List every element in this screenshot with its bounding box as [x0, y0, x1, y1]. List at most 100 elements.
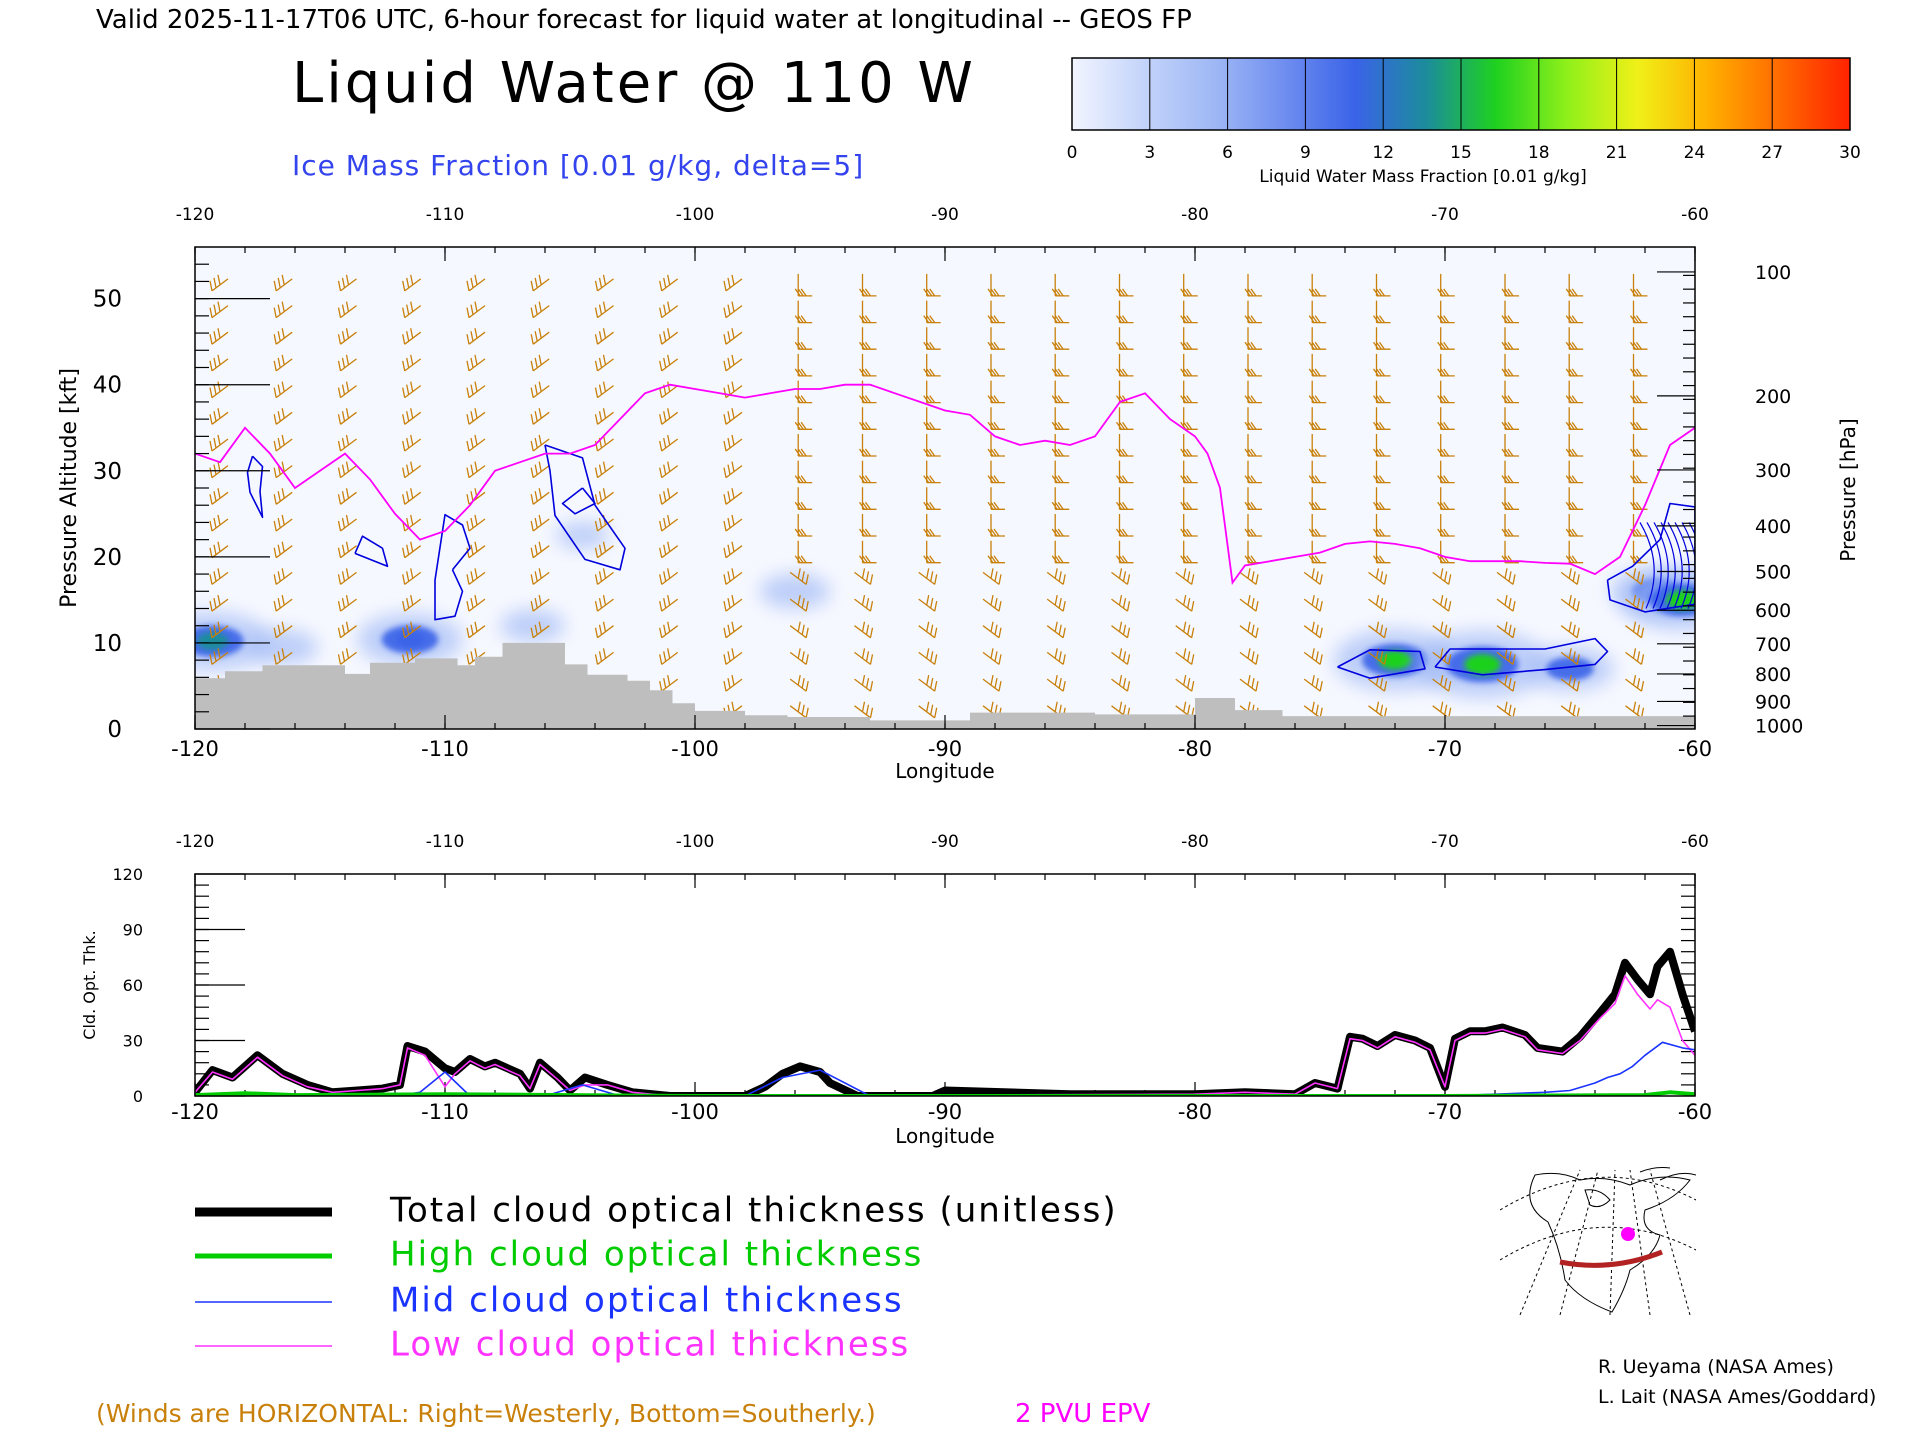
barb-shape [209, 354, 229, 372]
wind-barb [1629, 434, 1648, 457]
wind-barb [337, 328, 357, 345]
wind-barb [273, 408, 293, 425]
barb-shape [337, 461, 357, 479]
x-tick-label-bottom-top: -100 [676, 832, 715, 852]
wind-barb [923, 514, 941, 537]
barb-shape [1629, 460, 1648, 484]
wind-barb [1560, 674, 1580, 692]
barb-shape [854, 568, 874, 585]
barb-shape [1303, 674, 1323, 692]
wind-barb [1368, 568, 1388, 585]
wind-barb [466, 514, 486, 532]
barb-shape [594, 568, 614, 585]
wind-barb [530, 594, 550, 612]
barb-shape [794, 514, 813, 537]
ice-contour [246, 455, 264, 519]
barb-shape [987, 353, 1005, 377]
wind-barb [659, 488, 679, 505]
barb-shape [337, 541, 357, 559]
wind-barb [794, 487, 813, 510]
wind-barb [1565, 540, 1584, 564]
wind-barb [723, 301, 743, 319]
wind-barb [1372, 487, 1391, 510]
wind-barb [466, 594, 486, 612]
y-tick-label-bottom: 90 [123, 921, 143, 940]
wind-barb [1368, 674, 1388, 692]
barb-shape [1111, 648, 1131, 665]
barb-shape [594, 274, 614, 292]
wind-barb [1560, 648, 1580, 665]
wind-barb [1372, 273, 1391, 297]
barb-shape [466, 594, 486, 612]
barb-shape [1308, 407, 1327, 430]
barb-shape [1046, 621, 1066, 639]
wind-barb [1372, 327, 1391, 350]
wind-barb [923, 407, 941, 430]
barb-shape [1368, 701, 1388, 719]
barb-shape [466, 434, 486, 452]
barb-shape [1244, 300, 1262, 324]
wind-barb [1239, 648, 1259, 665]
wind-barb [1432, 701, 1452, 719]
liquid-water-field [195, 521, 1695, 698]
wind-barb [858, 487, 877, 510]
wind-barb [1629, 300, 1648, 324]
barb-shape [794, 407, 813, 430]
wind-barb [794, 434, 813, 457]
wind-barb [1437, 273, 1455, 297]
ice-contour [1337, 649, 1426, 679]
barb-shape [402, 301, 422, 319]
barb-shape [530, 461, 550, 479]
x-tick-label: -90 [928, 737, 962, 761]
wind-barb [1244, 300, 1262, 324]
barb-shape [466, 354, 486, 372]
barb-shape [1629, 434, 1648, 457]
wind-barb [1432, 648, 1452, 665]
barb-shape [594, 381, 614, 399]
wind-barb [1308, 327, 1327, 350]
barb-shape [1496, 568, 1516, 585]
wind-barb [337, 461, 357, 479]
barb-shape [1625, 648, 1645, 665]
wind-barb [918, 674, 938, 692]
barb-shape [337, 328, 357, 345]
wind-barb [987, 434, 1005, 457]
wind-barb [337, 434, 357, 452]
wind-barb [1565, 327, 1584, 350]
wind-barb [1051, 514, 1070, 537]
wind-barb [1501, 487, 1519, 510]
wind-barb [1115, 353, 1134, 377]
barb-shape [789, 568, 809, 585]
barb-shape [1180, 514, 1198, 537]
blob-peak [1464, 654, 1501, 675]
barb-shape [1051, 460, 1070, 484]
barb-shape [402, 408, 422, 425]
barb-shape [1239, 648, 1259, 665]
x-axis-label: Longitude [895, 759, 994, 783]
wind-barb [337, 381, 357, 399]
wind-barb [723, 274, 743, 292]
barb-shape [1496, 674, 1516, 692]
barb-shape [1115, 327, 1134, 350]
wind-barb [1175, 594, 1195, 612]
valid-line: Valid 2025-11-17T06 UTC, 6-hour forecast… [96, 5, 1192, 35]
wind-barb [659, 568, 679, 585]
wind-barb [1308, 380, 1327, 404]
barb-shape [209, 381, 229, 399]
barb-shape [723, 568, 743, 585]
wind-barb [918, 594, 938, 612]
barb-shape [1308, 273, 1327, 297]
wind-barb [273, 461, 293, 479]
wind-barb [402, 594, 422, 612]
barb-shape [1303, 594, 1323, 612]
barb-shape [1180, 487, 1198, 510]
p-tick-label: 900 [1755, 691, 1791, 713]
barb-shape [1308, 540, 1327, 564]
wind-barb [466, 434, 486, 452]
barb-shape [1437, 434, 1455, 457]
barb-shape [1051, 300, 1070, 324]
barb-shape [1565, 380, 1584, 404]
barb-shape [1496, 648, 1516, 665]
wind-barb [723, 621, 743, 639]
barb-shape [1239, 621, 1259, 639]
